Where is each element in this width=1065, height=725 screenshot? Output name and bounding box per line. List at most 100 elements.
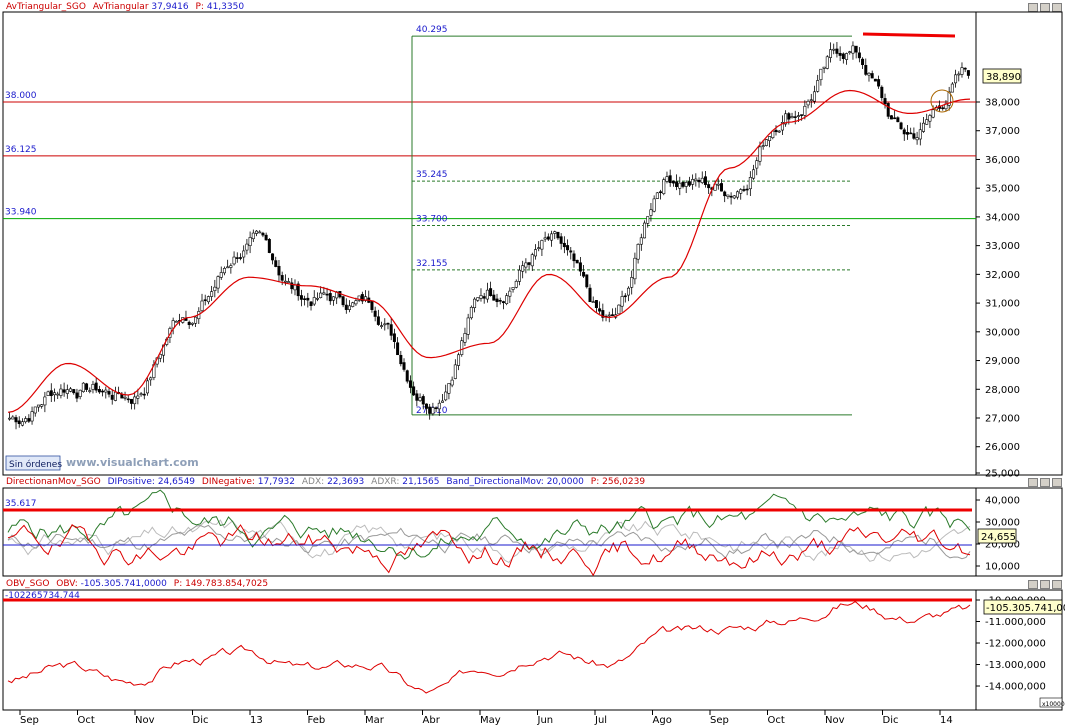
candle-body: [473, 298, 477, 309]
candle-body: [761, 145, 765, 147]
candle-body: [540, 240, 544, 250]
obv-panel-title: OBV_SGO OBV: -105.305.741,0000 P: 149.78…: [6, 579, 268, 589]
dmi-minimize-button[interactable]: [1028, 478, 1038, 487]
x-axis-label: Nov: [135, 715, 155, 725]
candle-body: [796, 115, 800, 117]
candle-body: [447, 383, 451, 394]
adxr-value: 21,1565: [402, 477, 440, 487]
obv-y-tick-label: -12.000,000: [985, 639, 1046, 650]
dmi-y-tick-label: 30,000: [985, 518, 1020, 529]
candle-body: [348, 305, 352, 310]
candle-body: [610, 314, 614, 316]
dmi-series: [7, 489, 971, 577]
x-axis-label: Sep: [710, 715, 729, 725]
candle-body: [861, 58, 865, 66]
candle-body: [726, 194, 730, 197]
dmi-p-label: P:: [590, 477, 600, 487]
orders-button-bg[interactable]: [5, 455, 61, 471]
candle-body: [787, 113, 791, 120]
candle-body: [383, 323, 387, 326]
candle-body: [213, 286, 217, 291]
candle-body: [206, 296, 210, 303]
price-indicator-label: AvTriangular: [92, 2, 149, 12]
candle-body: [344, 304, 348, 310]
x-axis-label: Abr: [423, 715, 441, 725]
obv-close-button[interactable]: [1052, 580, 1062, 589]
orders-button[interactable]: Sin órdenes: [9, 459, 62, 470]
candle-body: [909, 132, 913, 135]
obv-maximize-button[interactable]: [1040, 580, 1050, 589]
candle-body: [857, 52, 861, 59]
candle-body: [514, 280, 518, 288]
candle-body: [482, 296, 486, 299]
candle-body: [444, 391, 448, 401]
candle-body: [848, 51, 852, 53]
candle-body: [415, 393, 419, 401]
candle-body: [636, 244, 640, 260]
obv-plot-frame: [2, 589, 977, 711]
obv-value: -105.305.741,0000: [80, 579, 167, 589]
candle-body: [829, 49, 833, 58]
candle-body: [543, 237, 547, 240]
candle-body: [505, 295, 509, 305]
candle-body: [412, 386, 416, 396]
candle-body: [620, 296, 624, 307]
candle-body: [396, 342, 400, 356]
obv-last-value-box: -105.305.741,000: [983, 599, 1065, 615]
candle-body: [752, 169, 756, 179]
dmi-close-button[interactable]: [1052, 478, 1062, 487]
candle-body: [803, 105, 807, 116]
candle-body: [582, 271, 586, 277]
candle-body: [918, 129, 922, 140]
obv-minimize-button[interactable]: [1028, 580, 1038, 589]
candle-body: [437, 402, 441, 410]
candle-body: [399, 354, 403, 365]
di-negative-line: [7, 524, 971, 577]
price-p-label: P:: [195, 2, 204, 12]
fib-level-label: 35.245: [416, 170, 448, 180]
candle-body: [880, 86, 884, 98]
dmi-last-value-box: 24,655: [977, 528, 1017, 544]
candle-body: [562, 242, 566, 248]
candle-body: [598, 308, 602, 312]
dmi-y-tick-label: 20,000: [985, 540, 1020, 551]
dip-value: 24,6549: [157, 477, 196, 487]
candle-body: [569, 250, 573, 253]
candle-body: [126, 398, 130, 401]
candle-body: [736, 191, 740, 198]
candle-body: [255, 230, 259, 234]
candle-body: [533, 249, 537, 257]
candle-body: [312, 297, 316, 305]
candle-body: [790, 116, 794, 119]
dmi-maximize-button[interactable]: [1040, 478, 1050, 487]
dmi-level-label: 35.617: [5, 499, 37, 509]
candle-body: [245, 243, 249, 251]
price-y-tick-label: 29,000: [985, 356, 1020, 367]
price-last-value: 38,890: [986, 72, 1021, 83]
candle-body: [489, 288, 493, 297]
obv-line: [7, 600, 971, 694]
adxr-label: ADXR:: [371, 477, 400, 487]
candle-body: [441, 400, 445, 403]
candle-body: [360, 294, 364, 302]
candle-body: [825, 56, 829, 69]
candle-body: [812, 91, 816, 102]
candle-body: [158, 353, 162, 359]
x-axis-label: Feb: [308, 715, 326, 725]
candle-body: [200, 300, 204, 312]
candle-body: [530, 254, 534, 267]
price-y-tick-label: 37,000: [985, 126, 1020, 137]
band-value: 20,0000: [546, 477, 584, 487]
candle-body: [283, 280, 287, 283]
candle-body: [867, 72, 871, 76]
candle-body: [110, 394, 114, 400]
candle-body: [91, 384, 95, 390]
candle-body: [267, 239, 271, 253]
candle-body: [915, 137, 919, 141]
candle-body: [877, 79, 881, 87]
candle-body: [806, 100, 810, 106]
candle-body: [912, 133, 916, 139]
candle-body: [434, 407, 438, 409]
